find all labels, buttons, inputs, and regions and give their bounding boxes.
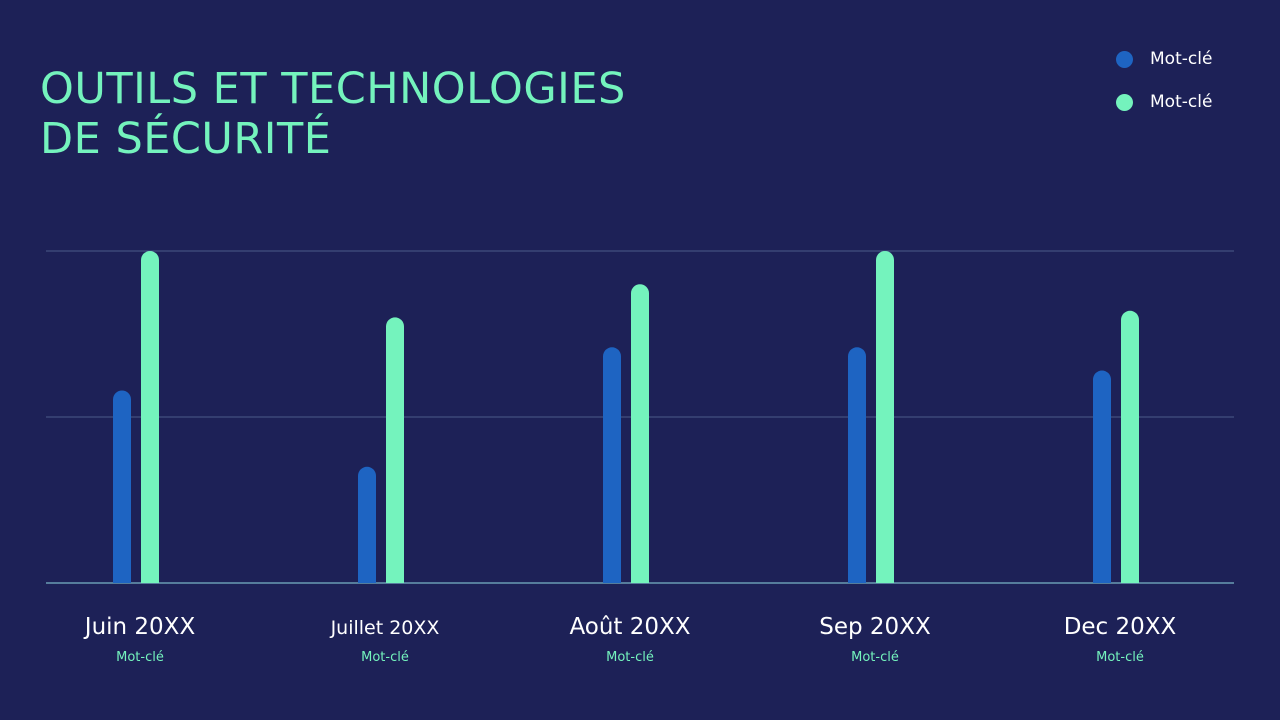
title-line-2: DE SÉCURITÉ	[40, 114, 332, 164]
legend-item-series-1: Mot-clé	[1116, 48, 1212, 70]
page-title: OUTILS ET TECHNOLOGIES DE SÉCURITÉ	[40, 64, 626, 164]
bar-1-2	[358, 466, 376, 583]
category-sublabel-4: Mot-clé	[851, 650, 899, 665]
bar-2-5	[1121, 310, 1139, 583]
category-sublabel-5: Mot-clé	[1096, 650, 1144, 665]
legend-label-series-2: Mot-clé	[1150, 92, 1213, 112]
category-label-4: Sep 20XX	[819, 614, 931, 640]
category-sublabel-3: Mot-clé	[606, 650, 654, 665]
title-line-1: OUTILS ET TECHNOLOGIES	[40, 64, 626, 114]
category-sublabel-1: Mot-clé	[116, 650, 164, 665]
bar-2-2	[386, 317, 404, 583]
category-label-5: Dec 20XX	[1064, 614, 1177, 640]
category-label-1: Juin 20XX	[83, 614, 196, 640]
legend-marker-series-1	[1116, 50, 1133, 68]
legend-marker-series-2	[1116, 93, 1133, 111]
category-label-3: Août 20XX	[569, 614, 690, 640]
bar-1-3	[603, 347, 621, 583]
legend-label-series-1: Mot-clé	[1150, 49, 1213, 69]
bar-1-5	[1093, 370, 1111, 583]
category-sublabel-2: Mot-clé	[361, 650, 409, 665]
bar-2-1	[141, 251, 159, 583]
bar-1-1	[113, 390, 131, 583]
legend-item-series-2: Mot-clé	[1116, 91, 1212, 113]
bar-2-4	[876, 251, 894, 583]
chart-legend: Mot-clé Mot-clé	[1116, 48, 1212, 134]
bar-1-4	[848, 347, 866, 583]
bar-2-3	[631, 284, 649, 583]
category-label-2: Juillet 20XX	[330, 617, 440, 639]
